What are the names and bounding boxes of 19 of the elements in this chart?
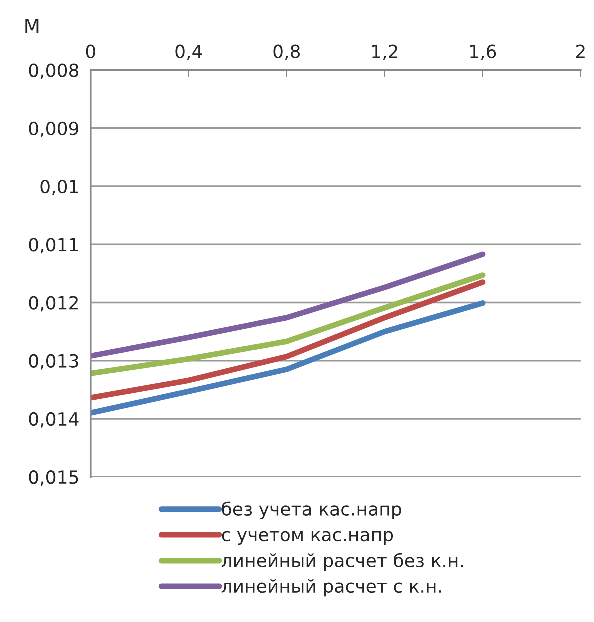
y-tick-label: 0,013 [29, 354, 78, 370]
legend-label: линейный расчет без к.н. [222, 553, 464, 571]
legend-label: без учета кас.напр [222, 502, 402, 520]
x-tick-label: 2 [576, 44, 585, 58]
y-tick-label: 0,008 [29, 64, 79, 80]
y-tick-label: 0,014 [29, 412, 79, 428]
x-tick-label: 0 [86, 44, 96, 58]
x-tick-label: 1,2 [372, 44, 398, 60]
legend-label: с учетом кас.напр [222, 531, 394, 546]
legend-label: линейный расчет с к.н. [222, 579, 442, 597]
x-tick-label: 1,6 [470, 44, 496, 60]
y-tick-label: 0,011 [29, 238, 78, 254]
y-tick-label: 0,012 [29, 296, 78, 312]
y-axis-title: M [26, 19, 39, 34]
x-tick-label: 0,8 [274, 44, 300, 60]
y-tick-label: 0,01 [40, 180, 78, 196]
y-tick-label: 0,015 [29, 470, 78, 486]
x-tick-label: 0,4 [176, 44, 202, 60]
y-tick-label: 0,009 [29, 122, 78, 138]
